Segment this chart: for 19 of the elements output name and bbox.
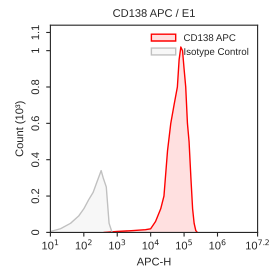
x-tick-label: 10$^{1}$ (42, 239, 58, 250)
y-tick-label: 0.2 (31, 188, 40, 204)
legend-label: CD138 APC (184, 34, 236, 42)
x-tick-label: 10$^{5}$ (176, 239, 192, 250)
legend-label: Isotype Control (184, 48, 248, 57)
y-tick-label: 0 (31, 230, 40, 236)
y-tick-label: 1.1 (31, 25, 40, 40)
x-axis-title: APC-H (136, 258, 170, 266)
x-tick-label: 10$^{4}$ (142, 239, 159, 250)
y-tick-label: 1 (31, 48, 40, 53)
x-tick-label: 10$^{6}$ (209, 239, 226, 250)
y-tick-label: 0.6 (31, 116, 40, 131)
x-tick-label: 10$^{2}$ (76, 239, 92, 250)
y-tick-label: 0.8 (31, 80, 40, 94)
chart-title: CD138 APC / E1 (113, 8, 195, 17)
x-tick-label: 10$^{7.2}$ (246, 239, 269, 250)
x-tick-label: 10$^{3}$ (109, 239, 126, 250)
y-axis-title: Count (10³) (15, 101, 26, 156)
y-tick-label: 0.4 (31, 152, 40, 167)
